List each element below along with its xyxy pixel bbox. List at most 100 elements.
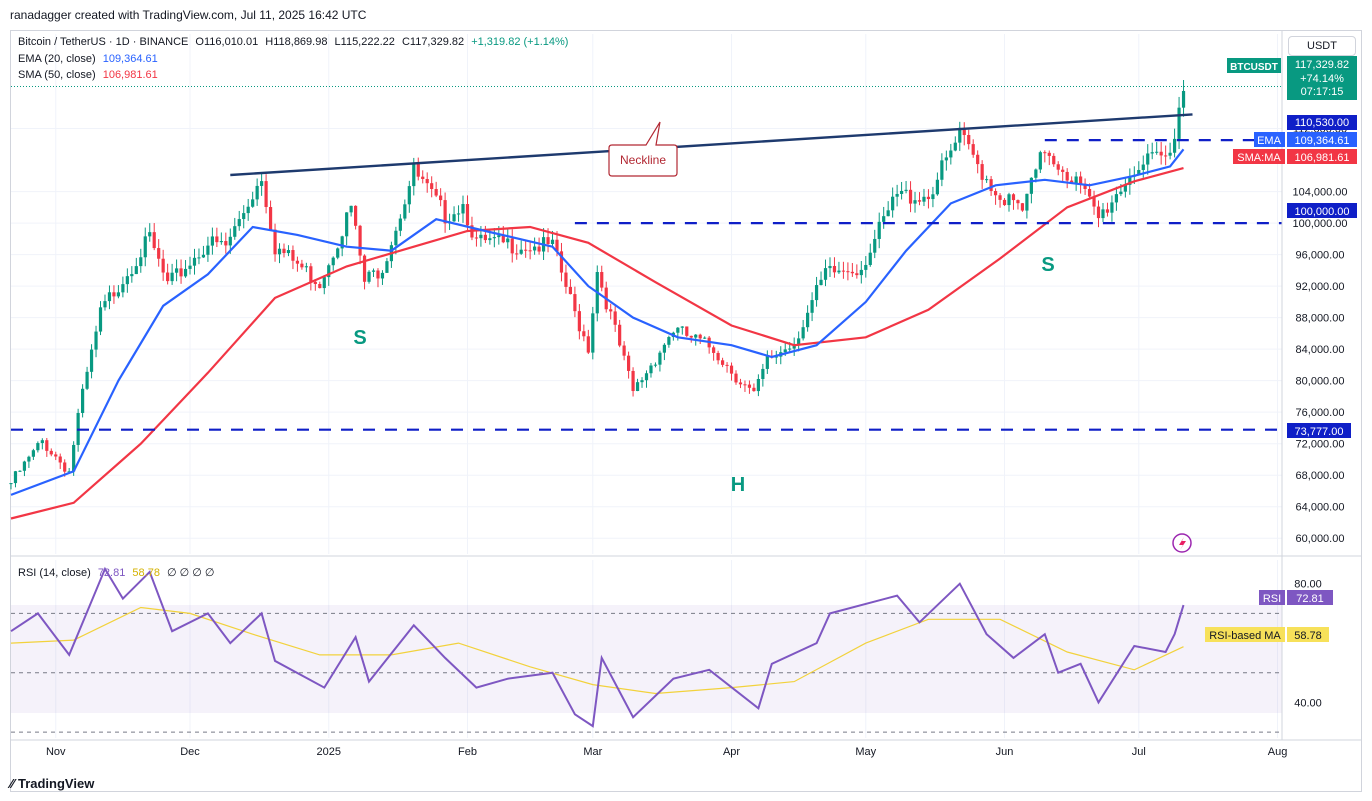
- candle-body-205: [926, 196, 931, 200]
- candle-body-232: [1047, 152, 1051, 156]
- candle-body-248: [1119, 191, 1123, 195]
- candle-body-23: [112, 292, 116, 297]
- candle-body-146: [662, 344, 667, 353]
- candle-body-113: [515, 253, 519, 255]
- legend-rsi-ma: 58.78: [132, 567, 160, 579]
- ema-badge-text: 109,364.61: [1294, 135, 1349, 147]
- candle-body-52: [242, 213, 246, 220]
- candle-body-61: [282, 248, 286, 254]
- candle-body-96: [439, 195, 443, 201]
- candle-body-95: [434, 189, 438, 196]
- candle-body-70: [322, 277, 326, 289]
- candle-body-3: [22, 461, 27, 471]
- candle-body-74: [340, 236, 344, 249]
- candle-body-128: [582, 331, 586, 337]
- price-tick-2: 68,000.00: [1296, 470, 1345, 482]
- candle-body-140: [635, 382, 640, 392]
- candle-body-141: [640, 380, 644, 383]
- legend-main[interactable]: Bitcoin / TetherUS · 1D · BINANCE O116,0…: [18, 36, 572, 48]
- candle-body-18: [89, 349, 94, 372]
- price-tick-10: 100,000.00: [1292, 218, 1347, 230]
- price-tick-11: 104,000.00: [1292, 187, 1347, 199]
- candle-body-230: [1038, 152, 1042, 170]
- candle-body-77: [354, 205, 358, 226]
- candle-body-11: [58, 456, 62, 463]
- candle-body-219: [989, 179, 993, 192]
- candle-body-58: [268, 207, 273, 230]
- legend-sma[interactable]: SMA (50, close) 106,981.61: [18, 69, 162, 81]
- candle-body-150: [680, 326, 684, 328]
- candle-body-32: [152, 232, 156, 249]
- legend-rsi[interactable]: RSI (14, close) 72.81 58.78 ∅ ∅ ∅ ∅: [18, 566, 219, 579]
- candle-body-159: [720, 360, 725, 365]
- legend-high: H118,869.98: [265, 36, 328, 48]
- candle-body-247: [1114, 194, 1119, 203]
- time-tick-9: Aug: [1268, 746, 1288, 758]
- price-tick-7: 88,000.00: [1296, 313, 1345, 325]
- candle-body-158: [716, 352, 720, 361]
- candle-body-197: [891, 196, 895, 211]
- candle-body-99: [452, 214, 456, 222]
- candle-body-220: [993, 191, 998, 196]
- candle-body-256: [1155, 151, 1159, 153]
- rsi-ma-badge-text: 58.78: [1294, 630, 1322, 642]
- candle-body-191: [864, 264, 868, 270]
- candle-body-67: [309, 266, 313, 282]
- candle-body-19: [94, 331, 98, 350]
- candle-body-142: [644, 373, 649, 381]
- candle-body-59: [273, 229, 277, 255]
- sma-line: [10, 167, 1184, 520]
- candle-body-198: [895, 193, 899, 197]
- candle-body-253: [1141, 164, 1145, 170]
- level3-badge: [1287, 423, 1351, 438]
- candle-body-227: [1025, 193, 1029, 211]
- candle-body-174: [788, 348, 792, 350]
- candle-body-184: [832, 265, 837, 273]
- candle-body-161: [729, 365, 734, 374]
- candle-body-196: [886, 210, 890, 217]
- price-tick-6: 84,000.00: [1296, 344, 1345, 356]
- candle-body-138: [626, 355, 631, 371]
- level2-badge: [1287, 203, 1357, 218]
- candle-body-200: [904, 189, 908, 191]
- level1-badge-text: 110,530.00: [1295, 117, 1349, 129]
- candle-body-243: [1096, 206, 1101, 219]
- candle-body-26: [125, 276, 129, 285]
- candle-body-225: [1016, 200, 1020, 204]
- candle-body-175: [792, 344, 796, 349]
- legend-symbol: Bitcoin / TetherUS · 1D · BINANCE: [18, 36, 189, 48]
- candle-body-226: [1020, 203, 1025, 211]
- candle-body-20: [98, 307, 103, 332]
- tradingview-logo-icon: ⁄⁄: [10, 776, 18, 791]
- candle-body-229: [1034, 169, 1038, 178]
- candle-body-246: [1110, 202, 1114, 213]
- candle-body-262: [1181, 90, 1186, 108]
- candle-body-136: [618, 324, 622, 346]
- candle-body-176: [797, 338, 801, 345]
- candle-body-135: [613, 311, 617, 325]
- candle-body-145: [658, 352, 662, 365]
- currency-unit-button[interactable]: USDT: [1288, 36, 1356, 56]
- candle-body-144: [653, 364, 658, 366]
- time-tick-1: Dec: [180, 746, 200, 758]
- candle-body-192: [868, 252, 872, 265]
- candle-body-44: [206, 245, 210, 255]
- candle-body-180: [814, 285, 819, 301]
- candle-body-195: [882, 216, 886, 222]
- candle-body-40: [188, 265, 192, 269]
- candle-body-222: [1002, 199, 1007, 206]
- legend-ema[interactable]: EMA (20, close) 109,364.61: [18, 53, 162, 65]
- rsi-ma-line: [10, 606, 1184, 695]
- candle-body-149: [676, 327, 680, 333]
- candle-body-47: [219, 241, 223, 243]
- candle-body-46: [215, 236, 219, 243]
- candle-body-83: [380, 272, 385, 279]
- legend-low: L115,222.22: [334, 36, 395, 48]
- tradingview-logo[interactable]: ⁄⁄ TradingView: [10, 776, 94, 791]
- candle-body-252: [1137, 169, 1141, 175]
- candle-body-216: [976, 154, 980, 165]
- candles: [9, 79, 1186, 490]
- candle-body-7: [40, 440, 44, 444]
- candle-body-169: [765, 355, 769, 369]
